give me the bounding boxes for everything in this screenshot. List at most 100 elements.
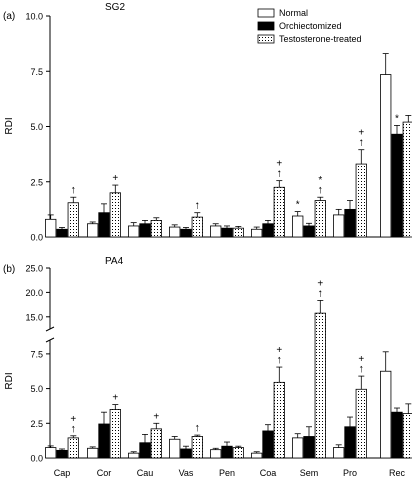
b-bar-normal-cor [87,447,99,459]
a-bar-test-pro [355,163,367,238]
legend-swatch-orchiectomized [257,21,275,31]
b-bar-test-cau [150,428,162,459]
b-bar-test-rec [402,413,412,459]
panel-a-title: SG2 [105,2,125,13]
b-annotation-mark: ↑ [195,422,201,434]
b-bar-normal-rec [380,370,392,459]
b-annotation-mark: ↑ [359,363,365,375]
a-bar-orch-sem [303,225,315,238]
a-bar-orch-coa [262,223,274,238]
a-bar-test-cor [109,192,121,238]
b-axis-break-upper [45,326,55,332]
a-ytick-label: 0.0 [30,233,43,243]
a-bar-normal-pen [210,225,222,238]
b-ytick-label: 15.0 [25,312,43,322]
category-label-cap: Cap [54,468,71,478]
b-annotation-mark: + [70,414,76,425]
a-annotation-mark: ↑ [71,184,77,196]
panel-b-plot: 0.02.55.07.515.020.025.0↑+++↑↑+↑+↑+ [25,264,412,464]
category-label-pen: Pen [219,468,235,478]
b-bar-orch-cor [98,423,110,459]
b-ytick-label: 25.0 [25,264,43,274]
b-bar-test-coa [273,381,285,459]
b-bar-normal-vas [169,438,181,459]
b-bar-test-cor [109,409,121,459]
a-bar-test-cap [67,202,79,238]
legend: Normal Orchiectomized Testosterone-treat… [257,8,362,44]
a-annotation-mark: ↑ [195,200,201,212]
a-bar-orch-cor [98,212,110,238]
b-bar-normal-pro [333,447,345,459]
b-bar-test-cap [67,437,79,459]
b-annotation-mark: + [358,354,364,365]
b-bar-normal-cap [45,447,57,459]
a-bar-orch-rec [391,133,403,238]
b-annotation-mark: ↑ [71,423,77,435]
b-bar-orch-cap [56,449,68,459]
a-ytick-label: 5.0 [30,122,43,132]
b-bar-orch-cau [139,442,151,459]
b-ytick-label: 5.0 [30,384,43,394]
a-ytick-label: 7.5 [30,67,43,77]
a-bar-orch-pro [344,208,356,238]
b-ytick-label: 2.5 [30,419,43,429]
b-annotation-mark: ↑ [318,287,324,299]
a-annotation-mark: + [358,128,364,139]
a-bar-normal-rec [380,74,392,238]
a-annotation-mark: * [318,175,322,186]
b-bar-normal-pen [210,449,222,459]
a-annotation-mark: * [395,113,399,124]
b-bar-orch-vas [180,448,192,459]
category-label-coa: Coa [260,468,277,478]
a-bar-normal-vas [169,226,181,238]
b-bar-normal-cau [128,452,140,459]
a-bar-test-rec [402,121,412,238]
a-bar-orch-vas [180,228,192,238]
a-bar-normal-sem [292,215,304,238]
a-annotation-mark: + [112,173,118,184]
b-annotation-mark: + [153,411,159,422]
a-bar-orch-cap [56,228,68,238]
a-bar-normal-pro [333,214,345,238]
b-bar-test-sem [314,312,326,459]
b-bar-test-vas [191,436,203,459]
category-label-sem: Sem [300,468,319,478]
b-annotation-mark: + [112,393,118,404]
b-bar-orch-rec [391,411,403,459]
b-bar-normal-coa [251,452,263,459]
b-axis-break-lower [45,337,55,343]
legend-swatch-normal [257,8,275,18]
b-annotation-mark: + [276,345,282,356]
a-annotation-mark: ↑ [277,168,283,180]
a-bar-test-coa [273,186,285,238]
b-ytick-label: 7.5 [30,349,43,359]
category-label-cau: Cau [137,468,154,478]
a-annotation-mark: ↑ [318,184,324,196]
panel-a-plot: 0.02.55.07.510.0↑+↑↑+*↑*↑+* [25,12,412,243]
b-bar-orch-sem [303,436,315,459]
panel-a-label: (a) [3,11,15,22]
a-ytick-label: 10.0 [25,12,43,22]
a-bar-orch-cau [139,223,151,238]
a-annotation-mark: + [276,159,282,170]
a-bar-test-pen [232,227,244,238]
legend-label-normal: Normal [279,8,308,18]
b-bar-orch-pen [221,445,233,459]
b-bar-normal-sem [292,437,304,459]
legend-swatch-testosterone [257,34,275,44]
b-annotation-mark: + [317,278,323,289]
category-label-cor: Cor [97,468,112,478]
panel-b-label: (b) [3,264,15,275]
category-label-rec: Rec [389,468,406,478]
b-bar-orch-pro [344,426,356,459]
b-bar-test-pen [232,447,244,459]
panel-a-ylabel: RDI [4,117,15,134]
b-ytick-label: 20.0 [25,288,43,298]
a-bar-orch-pen [221,227,233,238]
panel-b-ylabel: RDI [4,372,15,389]
a-annotation-mark: ↑ [359,137,365,149]
a-bar-normal-cor [87,223,99,238]
category-label-vas: Vas [179,468,194,478]
b-annotation-mark: ↑ [277,354,283,366]
